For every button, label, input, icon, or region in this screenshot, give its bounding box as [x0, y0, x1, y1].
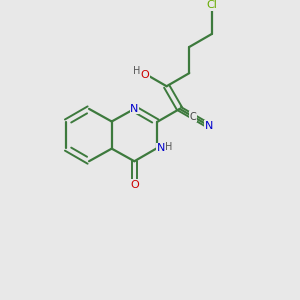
Text: O: O: [130, 180, 139, 190]
Text: N: N: [130, 104, 139, 114]
Text: C: C: [190, 112, 197, 122]
Text: H: H: [134, 66, 141, 76]
Text: N: N: [205, 121, 213, 131]
Text: Cl: Cl: [206, 0, 218, 10]
Text: H: H: [164, 142, 172, 152]
Text: N: N: [157, 143, 165, 153]
Text: O: O: [141, 70, 149, 80]
